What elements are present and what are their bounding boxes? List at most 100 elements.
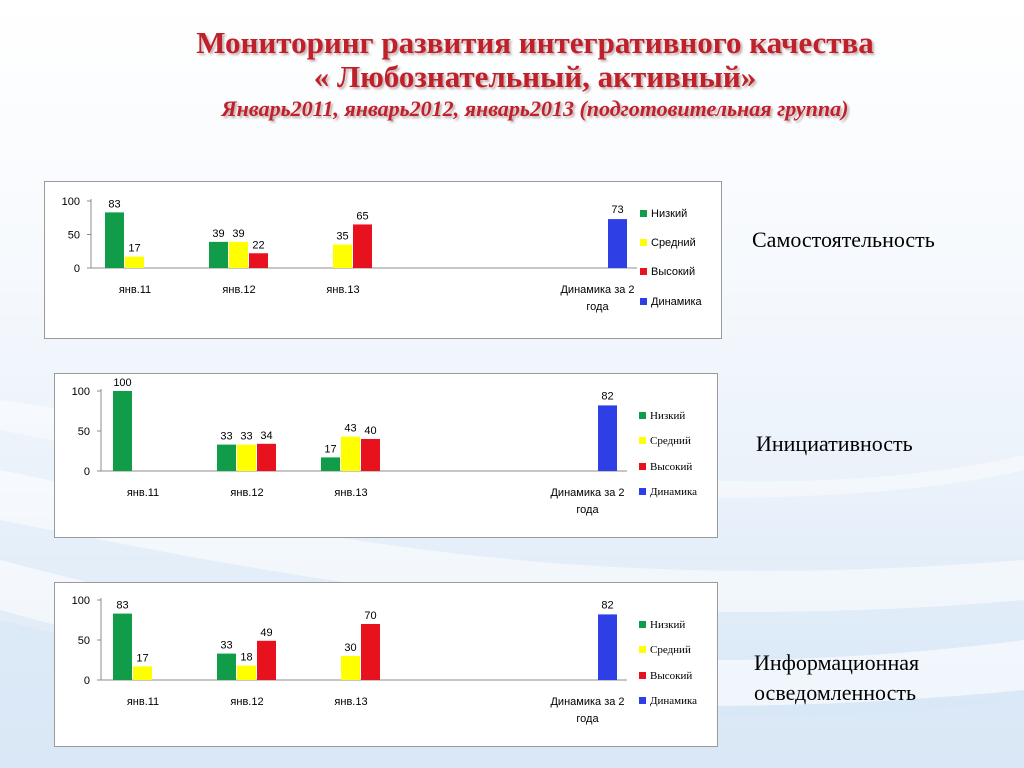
legend-swatch-dynamics	[639, 488, 646, 495]
legend-label-dynamics: Динамика	[650, 695, 697, 707]
legend-swatch-high	[640, 268, 647, 275]
bar-medium	[229, 241, 248, 268]
bar-medium	[133, 666, 152, 680]
legend-label-high: Высокий	[650, 461, 692, 473]
data-label: 39	[212, 228, 224, 240]
data-label: 17	[324, 443, 336, 455]
chart-label-initiative: Инициативность	[756, 431, 913, 456]
bar-medium	[237, 665, 256, 680]
legend-label-high: Высокий	[650, 670, 692, 682]
data-label: 83	[116, 600, 128, 612]
bar-dynamics	[608, 219, 627, 268]
y-tick-label: 0	[74, 263, 80, 275]
x-tick-label: янв.12	[222, 284, 255, 296]
data-label: 73	[611, 204, 623, 216]
y-tick-label: 50	[78, 426, 90, 438]
bar-low	[217, 444, 236, 471]
data-label: 43	[344, 423, 356, 435]
bar-low	[105, 212, 124, 268]
bar-high	[353, 224, 372, 268]
data-label: 70	[364, 610, 376, 622]
legend-swatch-high	[639, 672, 646, 679]
data-label: 34	[260, 430, 272, 442]
data-label: 40	[364, 425, 376, 437]
legend-swatch-low	[639, 621, 646, 628]
data-label: 30	[344, 642, 356, 654]
bar-high	[361, 624, 380, 680]
bar-high	[257, 443, 276, 471]
x-tick-label: янв.13	[334, 487, 367, 499]
bar-low	[209, 241, 228, 268]
x-tick-label: Динамика за 2	[560, 284, 634, 296]
data-label: 82	[601, 390, 613, 402]
bar-high	[249, 253, 268, 268]
chart-label-independence: Самостоятельность	[752, 227, 935, 252]
title-line-1: Мониторинг развития интегративного качес…	[196, 25, 874, 60]
legend-label-high: Высокий	[651, 266, 695, 278]
bar-low	[113, 391, 132, 471]
data-label: 33	[220, 431, 232, 443]
legend-swatch-dynamics	[639, 697, 646, 704]
legend-swatch-medium	[640, 239, 647, 246]
data-label: 18	[240, 652, 252, 664]
legend-label-medium: Средний	[650, 644, 691, 656]
bar-dynamics	[598, 405, 617, 471]
data-label: 17	[136, 652, 148, 664]
legend-swatch-high	[639, 463, 646, 470]
x-tick-label: года	[586, 301, 609, 313]
y-tick-label: 100	[72, 595, 90, 607]
x-tick-label: янв.11	[127, 696, 159, 708]
legend-label-low: Низкий	[651, 208, 687, 220]
data-label: 22	[252, 239, 264, 251]
legend-label-dynamics: Динамика	[651, 296, 703, 308]
legend-swatch-dynamics	[640, 298, 647, 305]
bar-medium	[237, 444, 256, 471]
x-tick-label: янв.13	[326, 284, 359, 296]
x-tick-label: янв.13	[334, 696, 367, 708]
legend-swatch-medium	[639, 646, 646, 653]
x-tick-label: Динамика за 2	[550, 487, 624, 499]
title-line-3: Январь2011, январь2012, январь2013 (подг…	[221, 96, 849, 121]
bar-high	[257, 640, 276, 680]
data-label: 100	[113, 377, 131, 389]
legend-swatch-low	[639, 412, 646, 419]
x-tick-label: янв.12	[230, 696, 263, 708]
legend-swatch-low	[640, 210, 647, 217]
x-tick-label: янв.11	[127, 487, 159, 499]
bar-low	[217, 653, 236, 680]
title-line-2: « Любознательный, активный»	[313, 59, 757, 94]
legend-label-dynamics: Динамика	[650, 486, 697, 498]
legend-label-medium: Средний	[650, 435, 691, 447]
data-label: 49	[260, 627, 272, 639]
chart-panel-information: 0 50 100 83 17 янв.11 33 18 49 янв.12 30 70 янв.13 82…	[54, 582, 718, 747]
chart-panel-independence: 0 50 100 83 17 янв.11 39 39 22 янв.12 35 65 янв.13 73…	[44, 181, 722, 339]
legend-label-low: Низкий	[650, 619, 685, 631]
data-label: 33	[240, 431, 252, 443]
chart-independence: 0 50 100 83 17 янв.11 39 39 22 янв.12 35 65 янв.13 73…	[62, 196, 703, 313]
y-tick-label: 50	[78, 635, 90, 647]
data-label: 39	[232, 228, 244, 240]
bar-low	[321, 457, 340, 471]
x-tick-label: янв.11	[119, 284, 151, 296]
data-label: 82	[601, 599, 613, 611]
data-label: 83	[108, 198, 120, 210]
chart-information-awareness: 0 50 100 83 17 янв.11 33 18 49 янв.12 30 70 янв.13 82…	[72, 595, 698, 725]
data-label: 33	[220, 640, 232, 652]
y-tick-label: 0	[84, 466, 90, 478]
bar-dynamics	[598, 614, 617, 680]
bar-medium	[333, 244, 352, 268]
bar-medium	[125, 256, 144, 268]
chart-panel-initiative: 0 50 100 100 янв.11 33 33 34 янв.12 17 43 40 янв.13 8…	[54, 373, 718, 538]
legend-swatch-medium	[639, 437, 646, 444]
x-tick-label: года	[576, 504, 599, 516]
x-tick-label: янв.12	[230, 487, 263, 499]
legend-label-low: Низкий	[650, 410, 685, 422]
data-label: 35	[336, 231, 348, 243]
chart-label-information: Информационная осведомленность	[754, 650, 920, 705]
bar-medium	[341, 436, 360, 471]
y-tick-label: 50	[68, 230, 80, 242]
y-tick-label: 100	[62, 196, 80, 208]
page-title: Мониторинг развития интегративного качес…	[0, 26, 1024, 124]
bar-low	[113, 613, 132, 680]
bar-medium	[341, 656, 360, 680]
